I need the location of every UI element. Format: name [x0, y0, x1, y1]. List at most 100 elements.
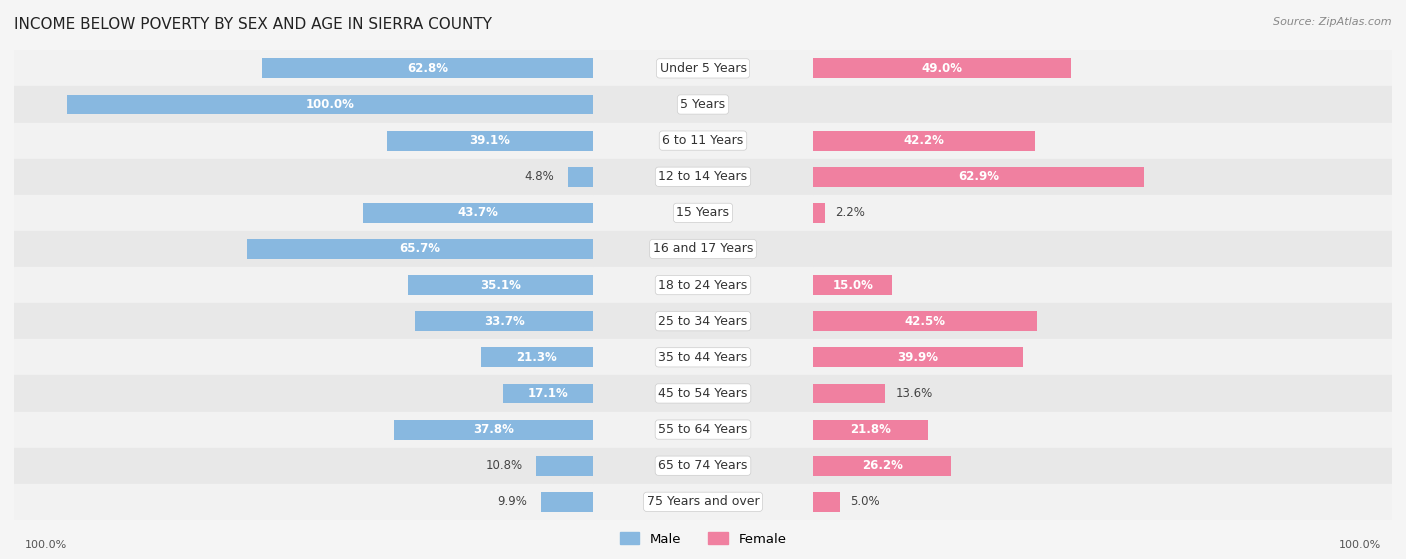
- Text: Source: ZipAtlas.com: Source: ZipAtlas.com: [1274, 17, 1392, 27]
- Text: 65.7%: 65.7%: [399, 243, 440, 255]
- Bar: [593, 50, 813, 87]
- Text: 9.9%: 9.9%: [498, 495, 527, 508]
- Bar: [593, 87, 813, 122]
- Text: 10.8%: 10.8%: [485, 459, 523, 472]
- Text: 12 to 14 Years: 12 to 14 Years: [658, 170, 748, 183]
- Bar: [813, 122, 1392, 159]
- Bar: [593, 339, 813, 376]
- Text: 5.0%: 5.0%: [851, 495, 880, 508]
- Bar: [14, 411, 593, 448]
- Text: 18 to 24 Years: 18 to 24 Years: [658, 278, 748, 292]
- Bar: [813, 59, 1071, 78]
- Bar: [813, 339, 1392, 376]
- Bar: [14, 484, 593, 520]
- Bar: [813, 448, 1392, 484]
- Text: 21.8%: 21.8%: [851, 423, 891, 436]
- Bar: [593, 411, 813, 448]
- Text: 6 to 11 Years: 6 to 11 Years: [662, 134, 744, 147]
- Bar: [813, 383, 884, 404]
- Bar: [813, 267, 1392, 303]
- Text: 55 to 64 Years: 55 to 64 Years: [658, 423, 748, 436]
- Text: 62.9%: 62.9%: [957, 170, 1000, 183]
- Bar: [363, 203, 593, 223]
- Legend: Male, Female: Male, Female: [613, 526, 793, 552]
- Bar: [536, 456, 593, 476]
- Bar: [503, 383, 593, 404]
- Bar: [813, 167, 1144, 187]
- Text: 2.2%: 2.2%: [835, 206, 865, 219]
- Text: 15 Years: 15 Years: [676, 206, 730, 219]
- Text: 42.5%: 42.5%: [904, 315, 945, 328]
- Bar: [813, 484, 1392, 520]
- Text: 33.7%: 33.7%: [484, 315, 524, 328]
- Bar: [66, 94, 593, 115]
- Text: 65 to 74 Years: 65 to 74 Years: [658, 459, 748, 472]
- Text: 42.2%: 42.2%: [904, 134, 945, 147]
- Bar: [813, 376, 1392, 411]
- Bar: [14, 195, 593, 231]
- Text: 26.2%: 26.2%: [862, 459, 903, 472]
- Text: 15.0%: 15.0%: [832, 278, 873, 292]
- Bar: [14, 339, 593, 376]
- Text: 62.8%: 62.8%: [408, 62, 449, 75]
- Bar: [813, 231, 1392, 267]
- Bar: [593, 231, 813, 267]
- Bar: [481, 347, 593, 367]
- Bar: [416, 311, 593, 331]
- Bar: [14, 448, 593, 484]
- Text: 49.0%: 49.0%: [921, 62, 963, 75]
- Text: 39.9%: 39.9%: [897, 351, 939, 364]
- Text: 13.6%: 13.6%: [896, 387, 932, 400]
- Bar: [14, 267, 593, 303]
- Text: 45 to 54 Years: 45 to 54 Years: [658, 387, 748, 400]
- Bar: [14, 50, 593, 87]
- Bar: [593, 267, 813, 303]
- Text: 35.1%: 35.1%: [479, 278, 520, 292]
- Bar: [14, 231, 593, 267]
- Bar: [387, 131, 593, 150]
- Bar: [394, 420, 593, 439]
- Bar: [14, 87, 593, 122]
- Bar: [813, 159, 1392, 195]
- Bar: [813, 311, 1036, 331]
- Text: 21.3%: 21.3%: [516, 351, 557, 364]
- Bar: [593, 195, 813, 231]
- Bar: [813, 203, 825, 223]
- Text: 75 Years and over: 75 Years and over: [647, 495, 759, 508]
- Bar: [593, 484, 813, 520]
- Bar: [813, 347, 1024, 367]
- Bar: [813, 492, 839, 511]
- Bar: [593, 122, 813, 159]
- Bar: [813, 131, 1035, 150]
- Text: 39.1%: 39.1%: [470, 134, 510, 147]
- Bar: [813, 275, 893, 295]
- Text: 100.0%: 100.0%: [24, 540, 67, 549]
- Bar: [813, 411, 1392, 448]
- Bar: [14, 159, 593, 195]
- Text: 100.0%: 100.0%: [305, 98, 354, 111]
- Bar: [813, 456, 950, 476]
- Bar: [813, 420, 928, 439]
- Text: 35 to 44 Years: 35 to 44 Years: [658, 351, 748, 364]
- Bar: [593, 159, 813, 195]
- Bar: [541, 492, 593, 511]
- Text: 100.0%: 100.0%: [1339, 540, 1382, 549]
- Bar: [593, 376, 813, 411]
- Text: Under 5 Years: Under 5 Years: [659, 62, 747, 75]
- Text: 37.8%: 37.8%: [472, 423, 513, 436]
- Text: 4.8%: 4.8%: [524, 170, 554, 183]
- Bar: [14, 122, 593, 159]
- Bar: [593, 303, 813, 339]
- Bar: [408, 275, 593, 295]
- Bar: [263, 59, 593, 78]
- Text: 17.1%: 17.1%: [527, 387, 568, 400]
- Bar: [593, 448, 813, 484]
- Bar: [813, 50, 1392, 87]
- Text: INCOME BELOW POVERTY BY SEX AND AGE IN SIERRA COUNTY: INCOME BELOW POVERTY BY SEX AND AGE IN S…: [14, 17, 492, 32]
- Text: 5 Years: 5 Years: [681, 98, 725, 111]
- Bar: [14, 303, 593, 339]
- Bar: [813, 195, 1392, 231]
- Text: 16 and 17 Years: 16 and 17 Years: [652, 243, 754, 255]
- Bar: [813, 303, 1392, 339]
- Bar: [247, 239, 593, 259]
